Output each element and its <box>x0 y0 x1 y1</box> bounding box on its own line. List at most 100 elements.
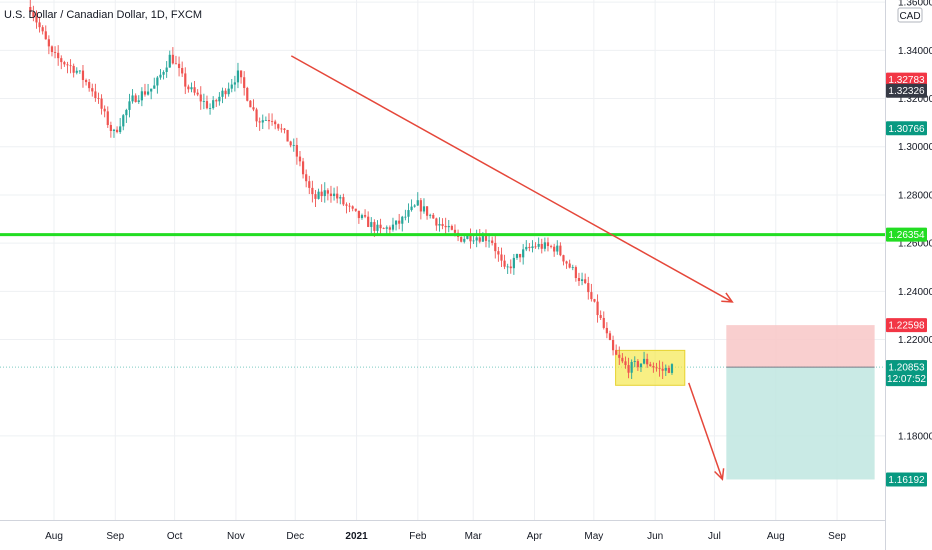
candle <box>630 359 633 380</box>
candle-body <box>94 91 97 98</box>
candle-body <box>60 58 63 63</box>
candle-body <box>646 358 649 365</box>
candle-body <box>593 299 596 302</box>
candle <box>531 240 534 253</box>
candle-body <box>481 235 484 242</box>
candle <box>460 236 463 243</box>
candle-body <box>655 367 658 369</box>
candle-body <box>667 367 670 373</box>
candle <box>171 47 174 65</box>
time-tick-label: Aug <box>45 531 63 542</box>
candle <box>621 353 624 364</box>
candle-body <box>590 292 593 300</box>
candle-body <box>146 91 150 95</box>
candle-body <box>441 224 444 226</box>
candle <box>50 45 54 57</box>
candle <box>84 78 88 86</box>
candle-body <box>336 193 339 199</box>
candle-body <box>608 333 612 340</box>
time-tick-label: 2021 <box>345 531 368 542</box>
candle <box>450 224 453 231</box>
candle-body <box>171 54 174 64</box>
candle <box>301 157 305 179</box>
candle-body <box>621 357 624 362</box>
candle-body <box>29 6 32 12</box>
candle-body <box>41 27 44 32</box>
candle <box>258 117 261 131</box>
candle <box>143 83 147 97</box>
candle <box>345 202 348 214</box>
candle-body <box>308 181 311 188</box>
candle-body <box>329 193 333 197</box>
candle-body <box>429 214 432 216</box>
candle-body <box>267 120 271 122</box>
candle-body <box>84 79 88 83</box>
price-tick-label: 1.32000 <box>898 94 932 105</box>
candle-body <box>339 197 342 199</box>
time-tick-label: Jun <box>647 531 663 542</box>
candle <box>599 310 602 320</box>
candle-body <box>100 98 103 109</box>
candle-body <box>103 108 106 112</box>
candle <box>249 100 252 108</box>
candle-body <box>419 200 422 212</box>
candle <box>150 88 153 100</box>
candle-body <box>227 88 230 95</box>
candle <box>292 138 295 152</box>
time-tick-label: Sep <box>106 531 124 542</box>
candle <box>525 240 528 252</box>
candle-body <box>658 368 661 369</box>
candle-body <box>196 92 199 95</box>
candle <box>556 240 559 255</box>
candle <box>401 215 404 232</box>
price-tag-label: 1.26354 <box>888 230 925 241</box>
candle <box>168 50 171 68</box>
projection-arrow <box>688 382 724 480</box>
time-tick-label: Apr <box>527 531 543 542</box>
candle-body <box>531 246 534 249</box>
candle-body <box>422 206 426 212</box>
candle-body <box>615 350 618 355</box>
time-axis[interactable]: Aug Sep Oct Nov Dec 2021 Feb Mar Apr May Jun Jul Aug… <box>0 520 885 543</box>
time-tick-label: Nov <box>227 531 245 542</box>
candle <box>441 218 444 230</box>
candle <box>125 108 128 123</box>
candle-body <box>122 115 125 127</box>
candle <box>553 243 556 257</box>
candle-body <box>404 216 407 218</box>
candle-body <box>633 361 636 362</box>
candle <box>515 253 519 260</box>
candle <box>438 217 441 232</box>
candle <box>314 190 317 207</box>
price-tag: 1.16192 <box>886 472 927 487</box>
time-tick-label: Oct <box>167 531 183 542</box>
candle-body <box>453 229 457 233</box>
candle-body <box>264 120 267 121</box>
price-axis[interactable]: 1.36000 1.34000 1.32000 1.30000 1.28000 1.260… <box>885 0 932 550</box>
candle-body <box>484 235 488 241</box>
candle-body <box>466 235 469 239</box>
candle <box>165 61 168 78</box>
candle <box>60 55 63 70</box>
candle <box>478 228 481 244</box>
candle <box>177 56 181 77</box>
candle <box>140 87 143 107</box>
candle <box>295 137 298 165</box>
time-tick-label: Dec <box>286 531 304 542</box>
candle <box>41 25 44 35</box>
candle-body <box>518 254 522 258</box>
candle-body <box>664 367 667 371</box>
candle-body <box>525 246 528 250</box>
candle-body <box>351 206 354 209</box>
candle-body <box>348 205 351 207</box>
candle <box>546 237 550 252</box>
candle <box>568 259 571 269</box>
candle <box>618 346 621 365</box>
candle-body <box>97 97 100 99</box>
candle-body <box>326 190 329 194</box>
candle-body <box>277 124 280 129</box>
candle <box>503 254 506 270</box>
candle-body <box>512 257 515 269</box>
candle-body <box>156 77 159 86</box>
